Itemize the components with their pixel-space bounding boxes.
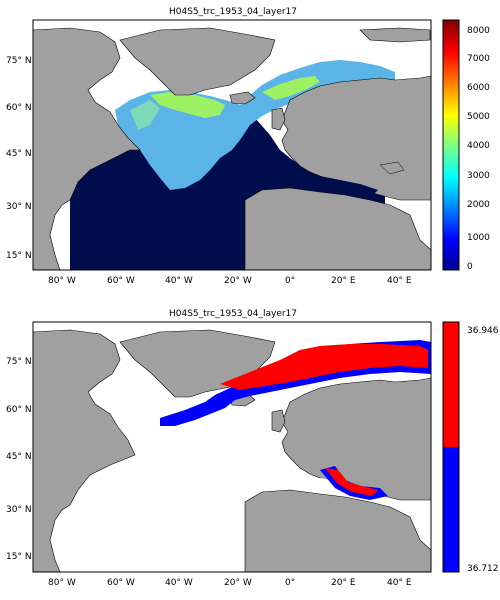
axes-frame-top bbox=[32, 19, 432, 271]
tracer-field-high bbox=[150, 76, 320, 118]
colorbar-tick: 7000 bbox=[467, 54, 490, 64]
map-panel-bottom bbox=[33, 322, 431, 572]
lon-tick: 40° E bbox=[387, 578, 412, 588]
lat-tick: 45° N bbox=[6, 452, 32, 462]
land bbox=[33, 27, 431, 270]
lat-tick: 15° N bbox=[6, 251, 32, 261]
panel-title-top: H04S5_trc_1953_04_layer17 bbox=[168, 7, 298, 17]
colorbar-tick: 0 bbox=[467, 262, 473, 272]
colorbar-bottom bbox=[442, 321, 460, 573]
tracer-med-red bbox=[325, 468, 378, 496]
colorbar-bottom-high bbox=[443, 322, 459, 447]
colorbar-tick: 4000 bbox=[467, 141, 490, 151]
lat-tick: 75° N bbox=[6, 56, 32, 66]
colorbar-tick: 36.946 bbox=[467, 326, 499, 336]
lon-tick: 20° W bbox=[224, 276, 252, 286]
colorbar-top bbox=[442, 19, 460, 271]
colorbar-tick: 6000 bbox=[467, 83, 490, 93]
lon-tick: 40° W bbox=[165, 578, 193, 588]
panel-title-bottom: H04S5_trc_1953_04_layer17 bbox=[168, 309, 298, 319]
lon-tick: 40° W bbox=[165, 276, 193, 286]
lat-tick: 60° N bbox=[6, 103, 32, 113]
lon-tick: 80° W bbox=[48, 276, 76, 286]
colorbar-tick: 1000 bbox=[467, 233, 490, 243]
colorbar-bottom-low bbox=[443, 447, 459, 572]
lon-tick: 60° W bbox=[107, 578, 135, 588]
axes-frame-bottom bbox=[32, 321, 432, 573]
lon-tick: 80° W bbox=[48, 578, 76, 588]
lon-tick: 0° bbox=[285, 578, 296, 588]
map-panel-top bbox=[33, 20, 431, 270]
tracer-red bbox=[220, 344, 428, 390]
lon-tick: 40° E bbox=[387, 276, 412, 286]
lat-tick: 75° N bbox=[6, 357, 32, 367]
lat-tick: 45° N bbox=[6, 149, 32, 159]
lon-tick: 20° E bbox=[331, 578, 356, 588]
lon-tick: 0° bbox=[285, 276, 296, 286]
colorbar-tick: 3000 bbox=[467, 171, 490, 181]
lon-tick: 20° W bbox=[224, 578, 252, 588]
colorbar-tick: 8000 bbox=[467, 26, 490, 36]
colorbar-tick: 5000 bbox=[467, 112, 490, 122]
colorbar-tick: 36.712 bbox=[467, 564, 499, 574]
lat-tick: 30° N bbox=[6, 202, 32, 212]
lat-tick: 60° N bbox=[6, 405, 32, 415]
lat-tick: 30° N bbox=[6, 505, 32, 515]
lon-tick: 20° E bbox=[331, 276, 356, 286]
lon-tick: 60° W bbox=[107, 276, 135, 286]
lat-tick: 15° N bbox=[6, 552, 32, 562]
land bbox=[33, 329, 431, 572]
colorbar-tick: 2000 bbox=[467, 200, 490, 210]
